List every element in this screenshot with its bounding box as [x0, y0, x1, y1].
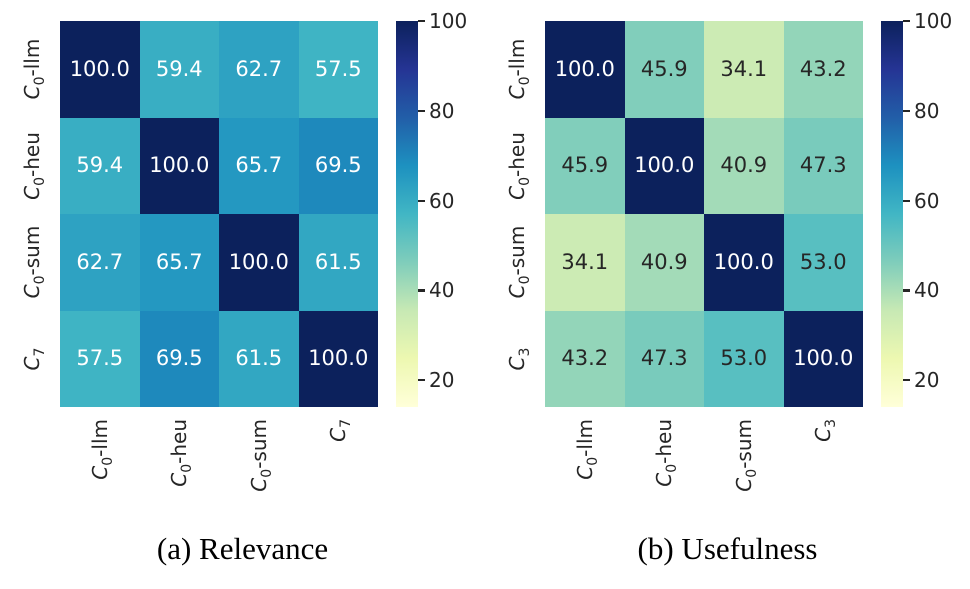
heatmap-cell: 40.9	[624, 214, 704, 311]
panel-caption: (a) Relevance	[156, 531, 329, 566]
x-tick-label: C3	[811, 419, 840, 442]
colorbar-tick-label: 60	[429, 188, 455, 213]
x-tick-label: C0-heu	[652, 419, 681, 487]
heatmap-cell: 100.0	[624, 117, 704, 214]
colorbar-tick-label: 40	[429, 278, 455, 303]
heatmap-cell: 65.7	[139, 214, 219, 311]
colorbar-ticks: 20 40 60 80 100	[418, 9, 482, 407]
heatmap-cell: 100.0	[545, 21, 625, 118]
heatmap-cell: 34.1	[545, 214, 625, 311]
y-axis-labels: C0-llm C0-heu C0-sum C7	[10, 21, 54, 407]
heatmap-cell: 100.0	[60, 21, 140, 118]
colorbar-tick-mark	[418, 289, 425, 292]
colorbar-tick-label: 80	[429, 98, 455, 123]
y-tick-label: C0-sum	[505, 225, 533, 299]
y-tick-label: C0-llm	[20, 38, 48, 100]
heatmap-cell: 62.7	[60, 214, 140, 311]
heatmap-panel-b: C0-llm C0-heu C0-sum C3 100.0 45.9 34.1 43.2 45…	[485, 0, 970, 589]
heatmap-panel-a: C0-llm C0-heu C0-sum C7 100.0 59.4 62.7 57.5 59…	[10, 9, 482, 566]
heatmap-cell: 100.0	[704, 214, 784, 311]
x-tick-label: C0-sum	[731, 419, 760, 492]
heatmap-cell: 100.0	[219, 214, 299, 311]
heatmap-cell: 61.5	[298, 214, 378, 311]
heatmap-cell: 65.7	[219, 117, 299, 214]
colorbar-tick-label: 100	[429, 9, 468, 33]
heatmap-cell: 47.3	[783, 117, 863, 214]
heatmap-cell: 47.3	[624, 310, 704, 407]
heatmap-cell: 57.5	[60, 310, 140, 407]
colorbar-tick-mark	[903, 20, 910, 23]
colorbar	[881, 21, 903, 407]
colorbar-tick-mark	[418, 199, 425, 202]
heatmap-cell: 69.5	[139, 310, 219, 407]
heatmap-cell: 69.5	[298, 117, 378, 214]
x-tick-label: C0-sum	[246, 419, 275, 492]
heatmap-cell: 59.4	[60, 117, 140, 214]
colorbar-tick-label: 100	[914, 9, 953, 33]
colorbar-tick-mark	[903, 289, 910, 292]
y-tick-label: C0-sum	[20, 225, 48, 299]
colorbar-tick-mark	[903, 109, 910, 113]
colorbar	[396, 21, 418, 407]
colorbar-tick-label: 20	[914, 368, 940, 393]
heatmap-grid: 100.0 59.4 62.7 57.5 59.4 100.0 65.7 69.5 62.7 65…	[60, 21, 378, 407]
x-axis-labels: C0-llm C0-heu C0-sum C3	[545, 412, 863, 527]
x-tick-label: C0-llm	[572, 419, 601, 480]
heatmap-cell: 61.5	[219, 310, 299, 407]
colorbar-tick-label: 40	[914, 278, 940, 303]
colorbar-ticks: 20 40 60 80 100	[903, 9, 967, 407]
heatmap-cell: 53.0	[783, 214, 863, 311]
heatmap-cell: 57.5	[298, 21, 378, 118]
heatmap-cell: 43.2	[783, 21, 863, 118]
y-tick-label: C7	[20, 347, 48, 371]
heatmap-cell: 45.9	[624, 21, 704, 118]
heatmap-cell: 59.4	[139, 21, 219, 118]
heatmap-cell: 53.0	[704, 310, 784, 407]
colorbar-tick-mark	[903, 379, 910, 382]
heatmap-cell: 45.9	[545, 117, 625, 214]
heatmap-cell: 40.9	[704, 117, 784, 214]
colorbar-tick-mark	[903, 199, 910, 202]
x-tick-label: C7	[326, 419, 355, 442]
colorbar-tick-mark	[418, 20, 425, 23]
heatmap-grid: 100.0 45.9 34.1 43.2 45.9 100.0 40.9 47.3 34.1 40…	[545, 21, 863, 407]
y-axis-labels: C0-llm C0-heu C0-sum C3	[495, 21, 539, 407]
y-tick-label: C0-heu	[505, 131, 533, 200]
x-axis-labels: C0-llm C0-heu C0-sum C7	[60, 412, 378, 527]
heatmap-cell: 100.0	[298, 310, 378, 407]
heatmap-cell: 34.1	[704, 21, 784, 118]
x-tick-label: C0-heu	[167, 419, 196, 487]
colorbar-tick-mark	[418, 379, 425, 382]
y-tick-label: C0-heu	[20, 131, 48, 200]
x-tick-label: C0-llm	[87, 419, 116, 480]
heatmap-cell: 43.2	[545, 310, 625, 407]
y-tick-label: C0-llm	[505, 38, 533, 100]
heatmap-cell: 62.7	[219, 21, 299, 118]
colorbar-tick-label: 80	[914, 98, 940, 123]
colorbar-tick-label: 20	[429, 368, 455, 393]
heatmap-cell: 100.0	[783, 310, 863, 407]
colorbar-tick-mark	[418, 109, 425, 113]
y-tick-label: C3	[505, 347, 533, 371]
heatmap-cell: 100.0	[139, 117, 219, 214]
panel-caption: (b) Usefulness	[637, 531, 818, 566]
colorbar-tick-label: 60	[914, 188, 940, 213]
